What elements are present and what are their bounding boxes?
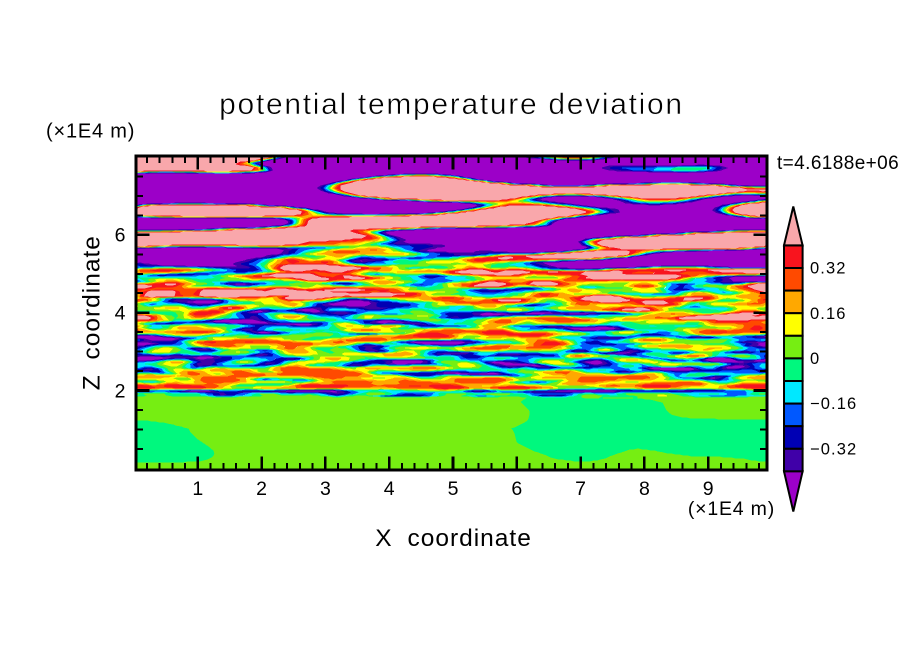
svg-text:6: 6 (511, 478, 522, 500)
svg-text:8: 8 (639, 478, 650, 500)
svg-text:−0.16: −0.16 (810, 395, 857, 413)
svg-text:(×1E4 m): (×1E4 m) (688, 498, 775, 520)
svg-text:Z coordinate: Z coordinate (79, 235, 106, 390)
svg-text:−0.32: −0.32 (810, 440, 857, 458)
svg-text:5: 5 (448, 478, 459, 500)
svg-text:t=4.6188e+06: t=4.6188e+06 (777, 153, 899, 174)
svg-text:0.16: 0.16 (810, 305, 847, 323)
svg-text:2: 2 (115, 380, 126, 402)
svg-text:4: 4 (384, 478, 395, 500)
svg-text:(×1E4 m): (×1E4 m) (46, 121, 135, 143)
svg-text:0: 0 (810, 350, 820, 368)
svg-text:6: 6 (115, 225, 126, 247)
svg-text:4: 4 (115, 303, 126, 325)
svg-text:3: 3 (320, 478, 331, 500)
svg-text:7: 7 (575, 478, 586, 500)
svg-text:X coordinate: X coordinate (375, 525, 532, 552)
svg-text:9: 9 (703, 478, 714, 500)
svg-text:0.32: 0.32 (810, 260, 847, 278)
svg-text:2: 2 (256, 478, 267, 500)
svg-text:potential temperature deviatio: potential temperature deviation (219, 88, 684, 121)
svg-text:1: 1 (192, 478, 203, 500)
